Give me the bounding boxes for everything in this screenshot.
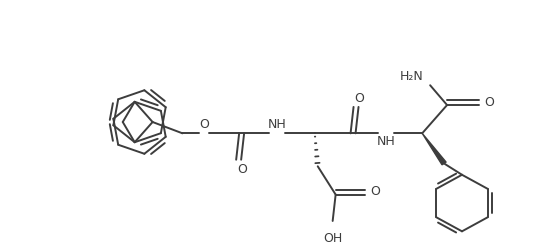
Text: H₂N: H₂N <box>399 70 423 83</box>
Text: O: O <box>484 96 494 109</box>
Text: O: O <box>199 118 209 131</box>
Text: NH: NH <box>377 135 396 148</box>
Text: O: O <box>237 163 247 176</box>
Text: O: O <box>370 185 381 198</box>
Text: NH: NH <box>267 118 286 131</box>
Text: OH: OH <box>323 232 343 245</box>
Text: O: O <box>355 92 364 105</box>
Polygon shape <box>422 133 446 165</box>
